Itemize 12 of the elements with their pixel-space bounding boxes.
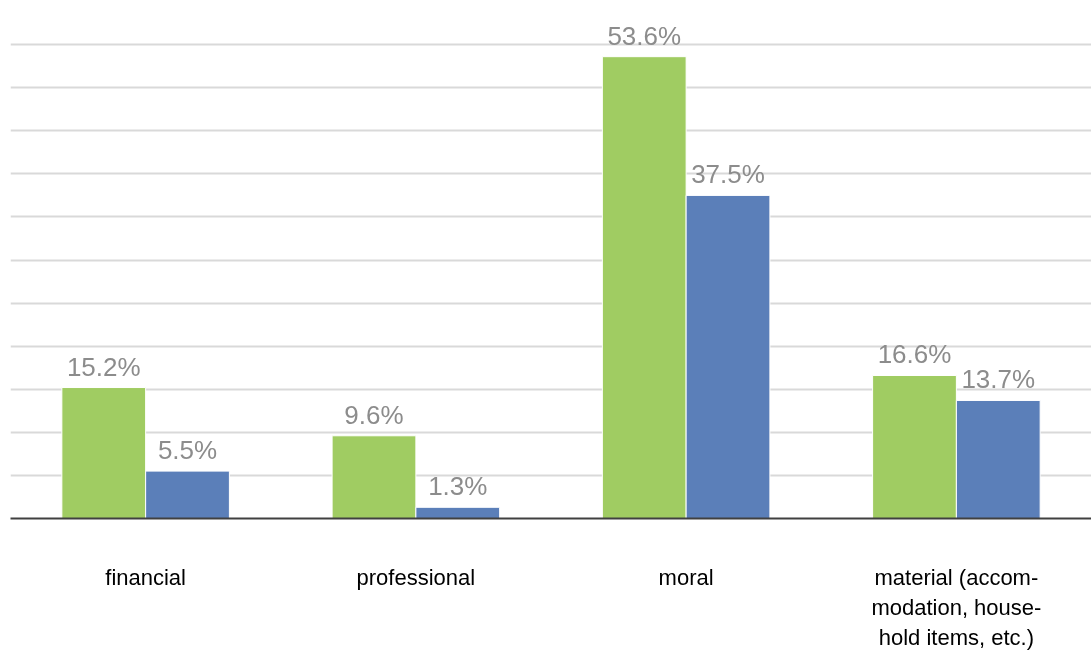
data-label: 15.2%: [66, 351, 141, 382]
x-tick-label: moral: [658, 564, 714, 590]
data-label: 16.6%: [877, 339, 952, 370]
data-label: 5.5%: [157, 435, 218, 466]
x-tick-label: professional: [356, 564, 476, 590]
data-label: 37.5%: [691, 159, 765, 190]
x-tick-label: financial: [105, 564, 186, 590]
data-label: 13.7%: [961, 364, 1036, 395]
x-tick-label: material (accom- modation, house- hold items, etc.): [871, 564, 1042, 650]
data-label: 1.3%: [428, 471, 488, 502]
data-label: 53.6%: [607, 20, 682, 51]
data-label: 9.6%: [344, 399, 404, 430]
